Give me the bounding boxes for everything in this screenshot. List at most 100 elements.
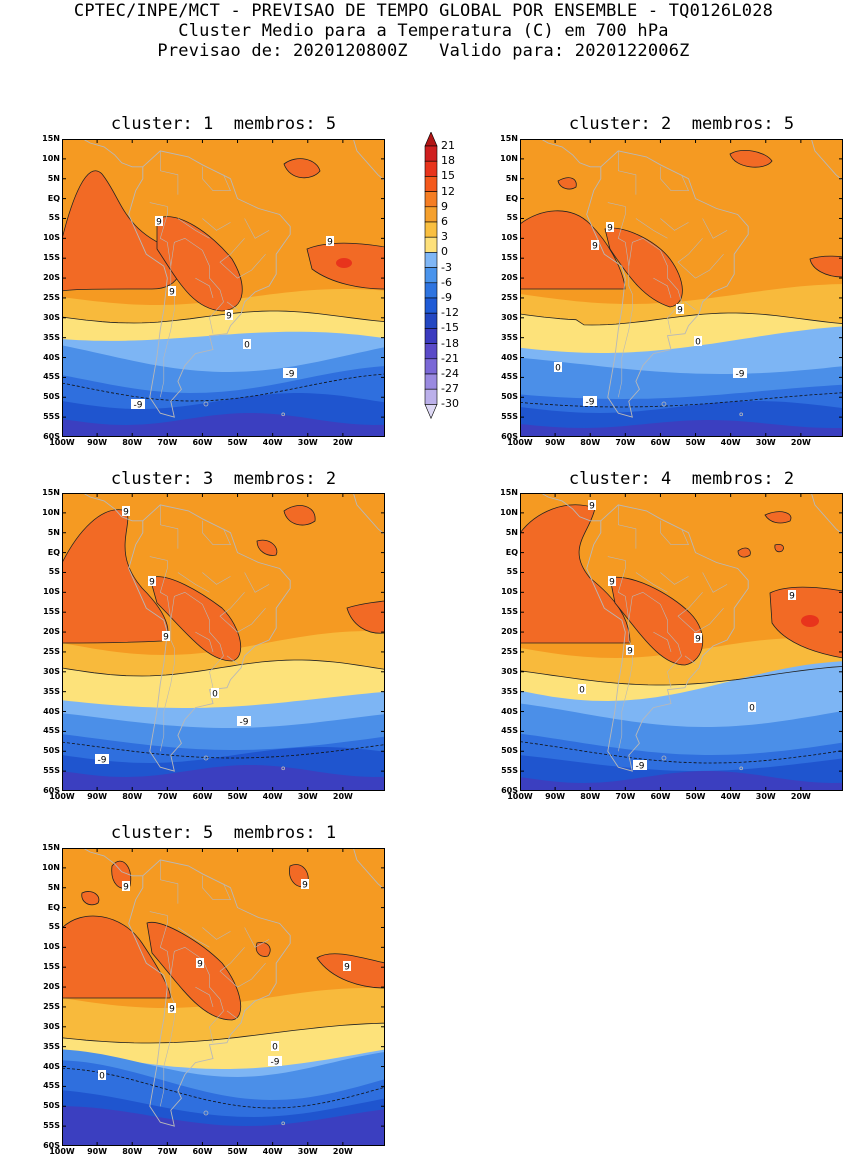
- contour-label: 9: [302, 881, 308, 891]
- contour-label: 9: [149, 578, 155, 588]
- lat-tick-label: 15S: [43, 962, 60, 972]
- contour-label: 9: [789, 592, 795, 602]
- contour-label-bg: [748, 702, 756, 712]
- contour-label-bg: [606, 222, 614, 232]
- map-4-svg: 9 9 9 9 9 0 0 -9: [520, 493, 843, 791]
- contour-label-bg: [301, 879, 309, 889]
- map-frame: [520, 139, 843, 437]
- contour-label-bg: [243, 339, 251, 349]
- country-border: [160, 620, 175, 752]
- country-border: [170, 237, 224, 334]
- contour-label: 0: [212, 690, 218, 700]
- country-border: [195, 631, 214, 652]
- colorbar-swatch: [424, 252, 438, 268]
- map-panel-3: 9 9 9 0 -9 -9: [62, 493, 385, 791]
- band-minus15: [62, 765, 385, 791]
- contour-label: 9: [163, 633, 169, 643]
- contour-9-region: [604, 227, 683, 308]
- colorbar-swatch: [424, 297, 438, 314]
- lon-tick-label: 80W: [122, 438, 143, 447]
- colorbar-label: 3: [441, 230, 448, 244]
- contour-label: -9: [134, 401, 143, 411]
- lat-tick-label: 15S: [501, 607, 518, 617]
- contour-minus9: [520, 741, 843, 764]
- lon-tick-label: 80W: [122, 1147, 143, 1156]
- lat-tick-label: 10N: [42, 507, 60, 517]
- contour-label: 9: [589, 502, 595, 512]
- contour-label-bg: [98, 1070, 106, 1080]
- country-border: [170, 591, 224, 688]
- lon-tick-label: 90W: [545, 792, 566, 801]
- country-border: [149, 556, 172, 621]
- map-panel-1: 9 9 9 9 0 -9 -9: [62, 139, 385, 437]
- lat-tick-label: 10S: [501, 233, 518, 243]
- lon-tick-label: 30W: [755, 792, 776, 801]
- contour-label: 9: [677, 306, 683, 316]
- lat-tick-label: EQ: [505, 193, 518, 203]
- lon-tick-label: 80W: [580, 438, 601, 447]
- map-panel-5: 9 9 9 9 9 0 0 -9: [62, 848, 385, 1146]
- contour-9-region: [346, 600, 385, 634]
- lat-tick-label: 20S: [501, 627, 518, 637]
- colorbar-swatch: [424, 328, 438, 344]
- contour-label-bg: [271, 1041, 279, 1051]
- lon-tick-label: 30W: [297, 792, 318, 801]
- contour-label: -9: [586, 398, 595, 408]
- colorbar: [424, 131, 484, 446]
- contour-9-region: [809, 255, 843, 278]
- lat-tick-label: 55S: [43, 412, 60, 422]
- lat-tick-label: 10N: [42, 862, 60, 872]
- lon-tick-label: 50W: [685, 438, 706, 447]
- coastline-central-america: [82, 139, 143, 168]
- country-border: [618, 620, 633, 752]
- contour-9-region: [283, 158, 321, 179]
- country-border: [202, 572, 231, 585]
- lat-tick-label: 10S: [501, 587, 518, 597]
- lat-tick-label: 20S: [43, 273, 60, 283]
- lon-tick-label: 40W: [262, 1147, 283, 1156]
- contour-label-bg: [694, 633, 702, 643]
- contour-label: 0: [555, 364, 561, 374]
- colorbar-swatch: [424, 191, 438, 208]
- lat-tick-label: 50S: [501, 746, 518, 756]
- map-frame: [520, 493, 843, 791]
- lat-tick-label: 10S: [43, 233, 60, 243]
- contour-9-region: [737, 547, 751, 558]
- lat-tick-label: EQ: [47, 193, 60, 203]
- map-frame: [62, 493, 385, 791]
- contour-label: 9: [344, 963, 350, 973]
- contour-label: 0: [695, 338, 701, 348]
- contour-label-bg: [211, 688, 219, 698]
- main-title: CPTEC/INPE/MCT - PREVISAO DE TEMPO GLOBA…: [73, 1, 774, 21]
- contour-label: 9: [169, 288, 175, 298]
- contour-9-region: [256, 539, 278, 556]
- coastline-africa: [352, 493, 385, 536]
- country-border: [660, 218, 689, 231]
- lat-tick-label: 10N: [500, 153, 518, 163]
- lat-tick-label: 45S: [43, 372, 60, 382]
- colorbar-bottom-arrow: [424, 404, 438, 420]
- colorbar-label: 15: [441, 169, 455, 183]
- contour-minus9: [62, 741, 385, 759]
- lat-tick-label: 50S: [43, 1101, 60, 1111]
- contour-9-region: [609, 576, 704, 666]
- contour-label: 0: [272, 1043, 278, 1053]
- lat-tick-label: 60S: [501, 432, 518, 441]
- colorbar-label: 6: [441, 215, 448, 228]
- lon-tick-label: 40W: [262, 438, 283, 447]
- country-border: [635, 572, 668, 593]
- coastline-south-america: [128, 859, 291, 1127]
- lat-tick-label: 15N: [42, 488, 60, 497]
- lat-tick-label: 35S: [43, 686, 60, 696]
- contour-label-bg: [788, 590, 796, 600]
- lat-tick-label: 55S: [43, 766, 60, 776]
- colorbar-label: -30: [441, 397, 459, 411]
- lon-tick-label: 90W: [545, 438, 566, 447]
- contour-label: 9: [123, 883, 129, 893]
- colorbar-swatch: [424, 206, 438, 223]
- south-georgia: [739, 412, 743, 417]
- contour-9-region: [520, 210, 626, 290]
- lon-tick-label: 40W: [262, 792, 283, 801]
- contour-label-bg: [626, 645, 634, 655]
- lat-tick-label: 5N: [47, 173, 60, 183]
